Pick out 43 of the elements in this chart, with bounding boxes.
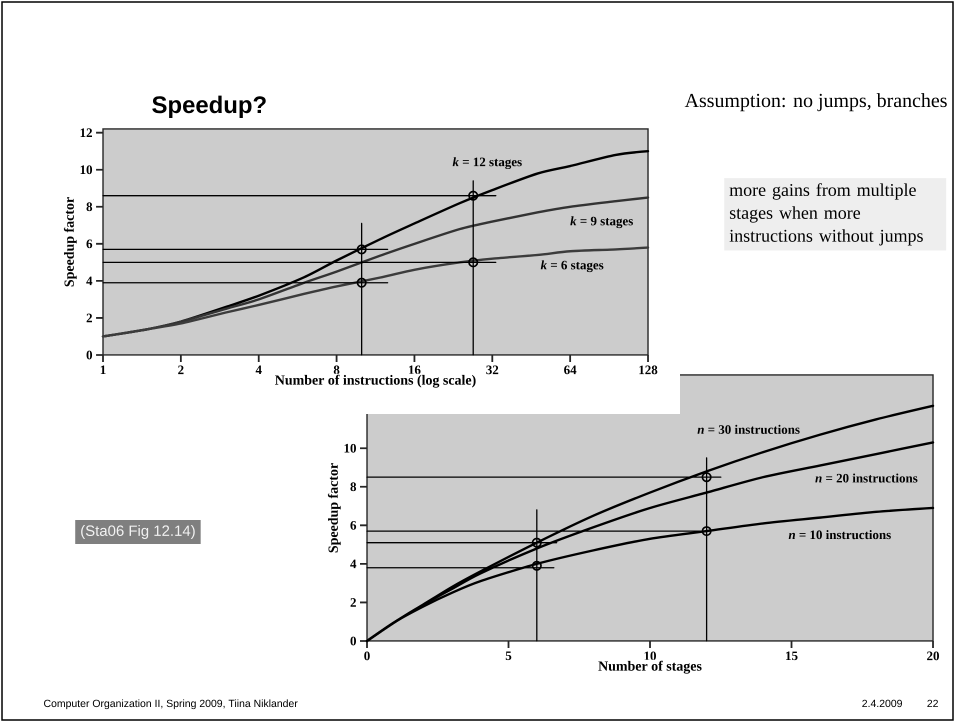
y-tick-label: 0 (350, 636, 356, 646)
x-tick-label: 10 (644, 652, 656, 660)
text: 22 (927, 700, 938, 707)
y-tick-label: 10 (344, 444, 356, 453)
x-tick-label: 2 (178, 366, 184, 374)
y-tick-label: 12 (80, 128, 92, 137)
x-tick-label: 64 (564, 366, 576, 374)
x-tick-label: 8 (334, 366, 340, 374)
series-label: n = 10 instructions (788, 530, 891, 540)
x-tick-label: 16 (408, 366, 421, 374)
y-axis-title: Speedup factor (328, 463, 341, 552)
y-axis-title: Speedup factor (64, 197, 77, 286)
x-tick-label: 5 (506, 652, 512, 660)
y-tick-label: 2 (86, 314, 92, 322)
series-label: k = 12 stages (452, 157, 522, 170)
y-tick-label: 8 (350, 482, 356, 492)
text: Computer Organization II, Spring 2009, Tiina Niklander (44, 699, 298, 710)
x-axis-title: Number of stages (598, 660, 702, 674)
y-tick-label: 6 (86, 239, 92, 248)
x-tick-label: 20 (927, 652, 939, 660)
x-tick-label: 0 (364, 652, 370, 660)
y-tick-label: 4 (86, 276, 92, 286)
x-tick-label: 15 (786, 652, 798, 660)
y-tick-label: 8 (86, 202, 92, 212)
x-tick-label: 4 (256, 366, 262, 374)
text: Assumption: no jumps, branches (684, 93, 947, 112)
y-tick-label: 2 (350, 598, 356, 607)
chart-title: Speedup? (152, 96, 266, 118)
text: more gains from multiple stages when more instructions without jumps (730, 183, 923, 246)
y-tick-label: 10 (80, 165, 92, 174)
series-label: k = 6 stages (540, 260, 604, 272)
x-tick-label: 1 (100, 366, 106, 374)
y-tick-label: 0 (86, 350, 92, 360)
series-label: k = 9 stages (570, 216, 633, 228)
x-axis-title: Number of instructions (log scale) (275, 374, 476, 388)
x-tick-label: 128 (639, 366, 658, 374)
y-tick-label: 6 (350, 520, 356, 530)
y-tick-label: 4 (350, 560, 356, 568)
series-label: n = 20 instructions (815, 473, 918, 483)
text: 2.4.2009 (862, 700, 902, 708)
text: (Sta06 Fig 12.14) (81, 525, 195, 539)
x-tick-label: 32 (486, 366, 498, 374)
series-label: n = 30 instructions (698, 424, 800, 434)
